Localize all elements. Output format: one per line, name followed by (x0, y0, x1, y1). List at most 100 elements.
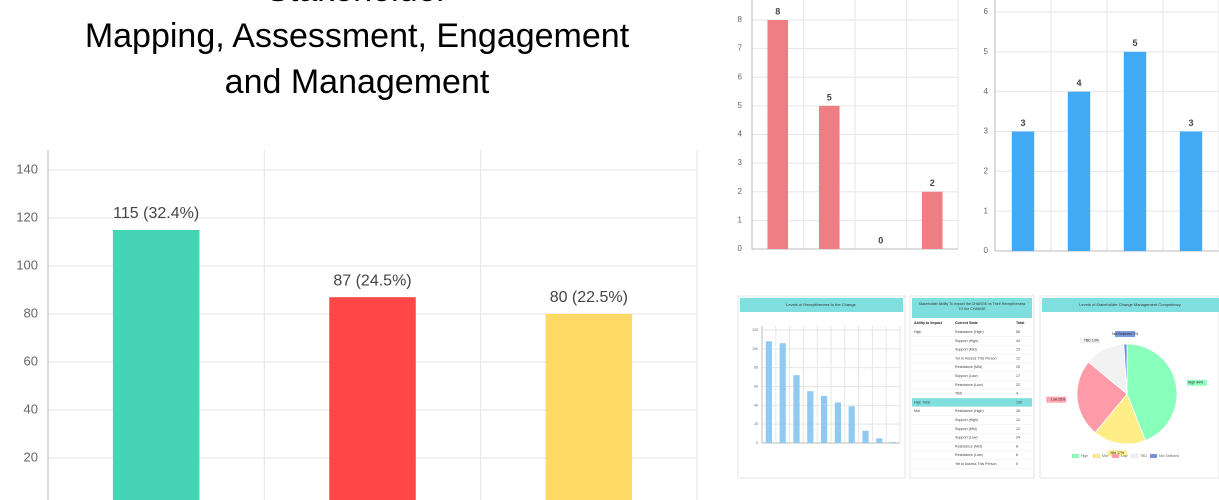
table-title: Stakeholder Ability To Impact the CHANGE… (919, 302, 1026, 311)
table-cell: 5 (1016, 462, 1018, 466)
bar (834, 402, 842, 443)
table-cell: High (914, 330, 921, 334)
y-tick-label: 3 (984, 127, 989, 136)
data-label: 0 (878, 235, 883, 245)
table-cell: Support (Mid) (955, 427, 977, 431)
bar (793, 375, 800, 443)
data-label: 5 (1132, 38, 1137, 48)
data-label-box (1186, 379, 1207, 386)
table-cell: 8 (1016, 444, 1018, 448)
bar (889, 442, 897, 443)
y-tick-label: 120 (16, 209, 38, 224)
y-tick-label: 80 (754, 366, 758, 370)
data-label: High 44% (1188, 381, 1203, 385)
table-cell: Resistance (High) (955, 330, 984, 334)
legend-label: High (1081, 454, 1088, 458)
bar (862, 430, 869, 443)
bar (1067, 91, 1091, 252)
table-cell: 56 (1016, 330, 1020, 334)
y-tick-label: 20 (754, 422, 758, 426)
bar (1123, 51, 1147, 252)
data-label: Mid 17% (1110, 451, 1124, 455)
table-header: Current State (955, 321, 978, 325)
y-tick-label: 4 (984, 87, 989, 96)
legend-swatch (1111, 453, 1120, 459)
legend-label: Low (1121, 454, 1128, 458)
card (909, 295, 1035, 479)
table-cell: 24 (1016, 436, 1020, 440)
data-label-box (1115, 331, 1136, 338)
bar (807, 391, 814, 443)
table-cell: 19 (1016, 348, 1020, 352)
bar (1011, 131, 1035, 251)
legend-label: Not Selected (1159, 454, 1179, 458)
bar (779, 343, 786, 443)
table-cell: TBD (955, 392, 963, 396)
data-label: 115 (32.4%) (113, 205, 199, 222)
legend-swatch (1149, 453, 1158, 459)
table-cell: 12 (1016, 427, 1020, 431)
table-cell: 22 (1016, 383, 1020, 387)
data-label: 87 (24.5%) (333, 272, 411, 289)
legend-label: TBD (1140, 454, 1147, 458)
pie-slice (1123, 343, 1128, 395)
data-label: 3 (1188, 118, 1193, 128)
y-tick-label: 100 (16, 257, 38, 272)
y-tick-label: 60 (754, 384, 758, 388)
y-tick-label: 0 (756, 441, 758, 445)
data-label: 3 (1020, 118, 1025, 128)
y-tick-label: 100 (752, 347, 758, 351)
title-line: and Management (225, 63, 490, 101)
table-cell: 17 (1016, 374, 1020, 378)
y-tick-label: 120 (752, 328, 758, 332)
data-label: 80 (22.5%) (550, 289, 628, 306)
table-cell: High Total (914, 400, 930, 404)
y-tick-label: 6 (738, 72, 743, 81)
data-label: Not Selected 1% (1112, 332, 1138, 336)
y-tick-label: 1 (738, 215, 743, 224)
table-cell: 28 (1016, 409, 1020, 413)
table-cell: Support (Low) (955, 374, 978, 378)
legend-label: Mid (1102, 454, 1108, 458)
pie-slice (1126, 343, 1178, 442)
table-header: Total (1016, 321, 1024, 325)
data-label-box (1107, 450, 1128, 457)
y-tick-label: 5 (738, 101, 743, 110)
pie-slice (1094, 393, 1146, 445)
y-tick-label: 20 (24, 449, 38, 464)
y-tick-label: 7 (738, 44, 743, 53)
y-tick-label: 5 (984, 47, 989, 56)
table-cell: Resistance (Low) (955, 453, 983, 457)
table-cell: 6 (1016, 453, 1018, 457)
bar (545, 314, 633, 500)
y-tick-label: 60 (24, 353, 38, 368)
chart-title: Levels of Receptiveness to the Change (786, 302, 856, 307)
legend-swatch (1071, 453, 1080, 459)
bar (1179, 131, 1203, 251)
bar (112, 230, 200, 500)
y-tick-label: 3 (738, 158, 743, 167)
y-tick-label: 8 (738, 15, 743, 24)
card-header (1042, 298, 1219, 312)
table-row-highlight (912, 398, 1032, 407)
table-cell: 25 (1016, 365, 1020, 369)
table-cell: Resistance (Mid) (955, 365, 982, 369)
bar (921, 191, 943, 249)
y-tick-label: 6 (984, 7, 989, 16)
y-tick-label: 0 (738, 244, 743, 253)
table-cell: Support (Mid) (955, 348, 977, 352)
data-label: 2 (930, 178, 935, 188)
y-tick-label: 1 (984, 206, 989, 215)
table-cell: Support (High) (955, 339, 978, 343)
table-cell: Yet to Assess This Person (955, 462, 997, 466)
y-tick-label: 80 (24, 305, 38, 320)
table-cell: Resistance (Mid) (955, 444, 982, 448)
y-tick-label: 0 (984, 246, 989, 255)
y-tick-label: 40 (754, 403, 758, 407)
bar (848, 406, 855, 443)
table-cell: Mid (914, 409, 920, 413)
legend-swatch (1092, 453, 1101, 459)
y-tick-label: 4 (738, 130, 743, 139)
y-tick-label: 2 (984, 166, 989, 175)
table-cell: 12 (1016, 356, 1020, 360)
